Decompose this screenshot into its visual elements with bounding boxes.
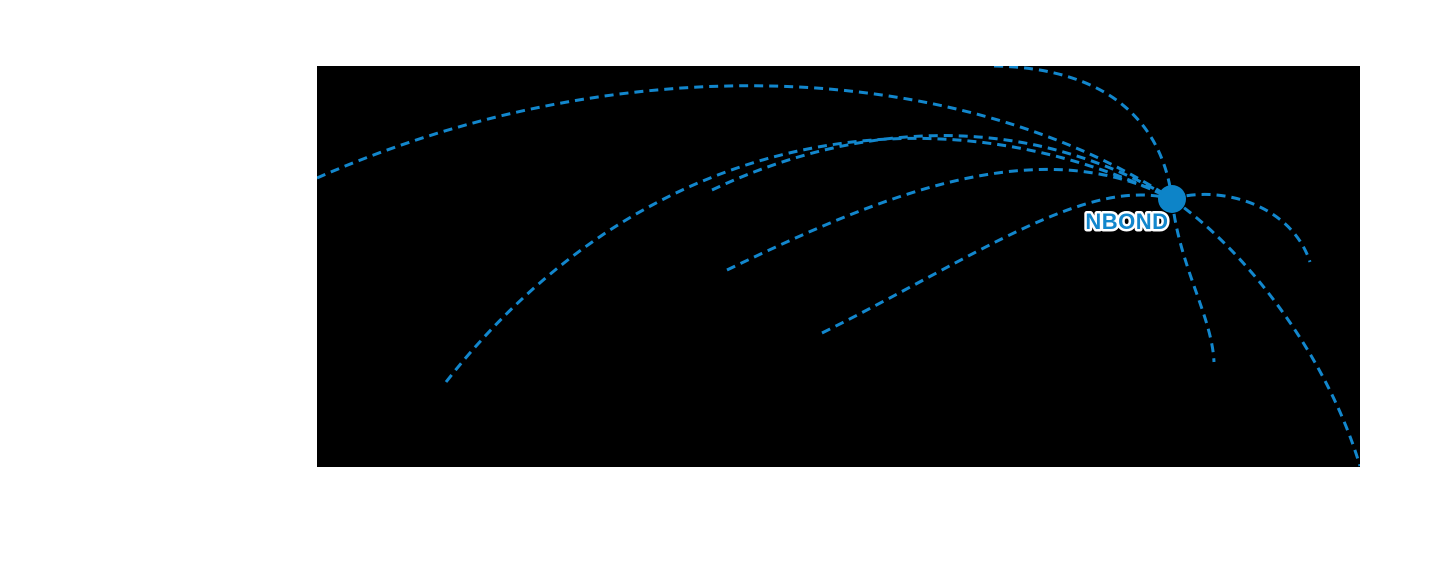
arc-from-west-mid[interactable] xyxy=(711,134,1173,201)
arc-to-south-short[interactable] xyxy=(1170,198,1216,363)
network-map-panel[interactable]: NBOND xyxy=(317,66,1360,467)
arc-layer xyxy=(317,66,1360,467)
arc-from-southwest-lower[interactable] xyxy=(444,136,1173,383)
arc-from-west-edge[interactable] xyxy=(317,84,1173,201)
arc-from-south-center[interactable] xyxy=(821,193,1173,335)
arc-from-north-edge[interactable] xyxy=(993,66,1174,200)
arc-to-east-short[interactable] xyxy=(1171,192,1312,263)
arc-from-west-low[interactable] xyxy=(726,167,1173,272)
arc-to-southeast-long[interactable] xyxy=(1171,197,1360,467)
